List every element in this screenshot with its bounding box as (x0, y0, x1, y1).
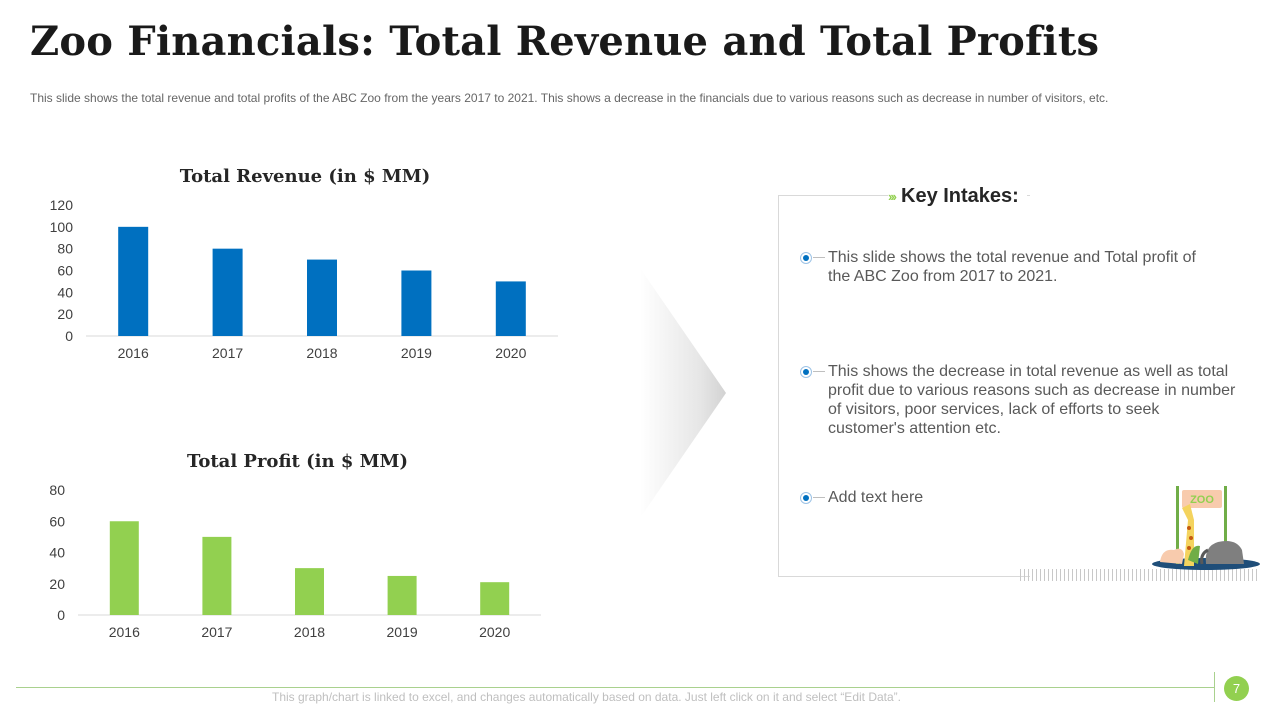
y-tick-label: 100 (50, 219, 74, 235)
y-tick-label: 0 (65, 328, 73, 344)
revenue-chart-title: Total Revenue (in $ MM) (179, 166, 431, 187)
bullet-dot-icon (800, 366, 828, 378)
bar-2017 (202, 536, 232, 615)
bar-2016 (109, 521, 139, 615)
triple-chevron-icon: ››› (888, 188, 897, 204)
y-tick-label: 80 (57, 241, 73, 257)
intake-bullet-text: This slide shows the total revenue and T… (828, 249, 1196, 285)
key-intakes-title: Key Intakes: (901, 184, 1019, 207)
key-intakes-header: ››› Key Intakes: (888, 183, 1027, 209)
y-tick-label: 40 (57, 284, 73, 300)
bullet-dot-icon (800, 252, 828, 264)
x-tick-label: 2018 (306, 345, 337, 361)
bar-2019 (401, 270, 432, 336)
bar-2020 (495, 281, 526, 336)
page-number-badge: 7 (1224, 676, 1249, 701)
intake-bullet-1: This slide shows the total revenue and T… (800, 248, 1198, 286)
y-tick-label: 0 (57, 607, 65, 623)
x-tick-label: 2019 (401, 345, 432, 361)
bar-2019 (387, 575, 417, 615)
zoo-sign-text: ZOO (1190, 494, 1214, 506)
y-tick-label: 60 (49, 513, 65, 529)
intake-bullet-3: Add text here (800, 488, 1238, 507)
x-tick-label: 2020 (495, 345, 526, 361)
slide-subtitle: This slide shows the total revenue and t… (30, 91, 1109, 105)
y-tick-label: 20 (57, 306, 73, 322)
zoo-illustration: ZOO (1152, 486, 1260, 570)
x-tick-label: 2016 (118, 345, 149, 361)
bar-2016 (118, 226, 149, 336)
x-tick-label: 2017 (212, 345, 243, 361)
x-tick-label: 2018 (294, 624, 325, 640)
y-tick-label: 120 (50, 197, 74, 213)
bar-2018 (295, 568, 324, 615)
intake-bullet-text: This shows the decrease in total revenue… (828, 363, 1236, 437)
footer-divider (16, 687, 1214, 688)
x-tick-label: 2019 (387, 624, 418, 640)
bar-2018 (307, 259, 337, 336)
x-tick-label: 2016 (109, 624, 140, 640)
x-tick-label: 2020 (479, 624, 510, 640)
slide-title: Zoo Financials: Total Revenue and Total … (30, 18, 1100, 65)
intake-bullet-2: This shows the decrease in total revenue… (800, 362, 1238, 438)
intake-bullet-text: Add text here (828, 489, 924, 506)
footer-divider-vertical (1214, 672, 1215, 702)
bullet-dot-icon (800, 492, 828, 504)
y-tick-label: 80 (49, 482, 65, 498)
y-tick-label: 60 (57, 263, 73, 279)
decorative-tick-strip (1020, 569, 1260, 581)
bar-2020 (480, 582, 510, 615)
footer-note: This graph/chart is linked to excel, and… (272, 690, 901, 704)
profit-chart-title: Total Profit (in $ MM) (187, 451, 408, 472)
x-tick-label: 2017 (201, 624, 232, 640)
y-tick-label: 20 (49, 576, 65, 592)
bar-2017 (212, 248, 243, 336)
y-tick-label: 40 (49, 545, 65, 561)
